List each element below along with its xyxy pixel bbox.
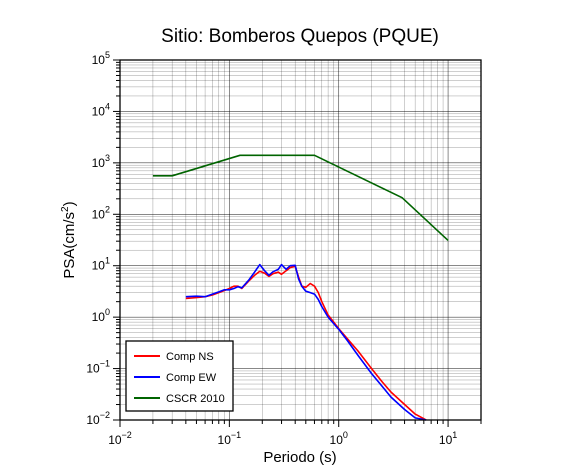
y-tick-exponent: 4	[105, 101, 110, 111]
y-axis-label-text: PSA(cm/s	[61, 212, 78, 279]
x-tick-exponent: 1	[452, 430, 457, 440]
y-axis-label-superscript: 2	[60, 206, 71, 212]
y-tick-label: 10−1	[86, 359, 110, 376]
x-tick-label: 10−1	[218, 430, 242, 447]
series-layer	[152, 154, 449, 421]
legend-label-ew: Comp EW	[166, 372, 217, 384]
series-line-comp-ns	[185, 265, 427, 421]
legend: Comp NS Comp EW CSCR 2010	[125, 340, 234, 412]
y-tick-base: 10	[86, 413, 100, 427]
y-tick-exponent: 2	[105, 204, 110, 214]
y-tick-exponent: 1	[105, 256, 110, 266]
y-axis-label: PSA(cm/s2)	[60, 201, 78, 278]
x-tick-base: 10	[330, 433, 344, 447]
x-tick-base: 10	[218, 433, 232, 447]
x-tick-exponent: 0	[343, 430, 348, 440]
x-tick-label: 10−2	[108, 430, 132, 447]
series-line-cscr-2010	[152, 154, 449, 241]
x-tick-base: 10	[108, 433, 122, 447]
y-tick-label: 10−2	[86, 410, 110, 427]
legend-label-ns: Comp NS	[166, 351, 214, 363]
x-tick-base: 10	[439, 433, 453, 447]
y-tick-exponent: 3	[105, 153, 110, 163]
y-tick-label: 103	[92, 153, 110, 170]
legend-label-cscr: CSCR 2010	[166, 393, 225, 405]
x-axis-label: Periodo (s)	[263, 449, 336, 466]
y-axis-label-close: )	[61, 201, 78, 206]
y-tick-label: 101	[92, 256, 110, 273]
chart-title: Sitio: Bomberos Quepos (PQUE)	[161, 26, 439, 47]
plot-frame	[119, 59, 482, 421]
x-tick-exponent: −2	[122, 430, 132, 440]
y-tick-label: 100	[92, 307, 110, 324]
x-tick-exponent: −1	[231, 430, 241, 440]
series-line-comp-ew	[185, 263, 427, 421]
plot-grid	[119, 59, 482, 421]
y-tick-exponent: −2	[100, 410, 110, 420]
y-tick-label: 104	[92, 101, 110, 118]
y-tick-base: 10	[92, 156, 106, 170]
y-tick-exponent: 5	[105, 50, 110, 60]
y-tick-base: 10	[92, 259, 106, 273]
y-tick-label: 102	[92, 204, 110, 221]
y-tick-base: 10	[92, 104, 106, 118]
y-tick-label: 105	[92, 50, 110, 67]
x-tick-label: 101	[439, 430, 457, 447]
y-tick-base: 10	[92, 207, 106, 221]
y-tick-base: 10	[86, 362, 100, 376]
y-tick-exponent: 0	[105, 307, 110, 317]
y-tick-exponent: −1	[100, 359, 110, 369]
x-tick-label: 100	[330, 430, 348, 447]
y-tick-base: 10	[92, 53, 106, 67]
y-tick-base: 10	[92, 310, 106, 324]
